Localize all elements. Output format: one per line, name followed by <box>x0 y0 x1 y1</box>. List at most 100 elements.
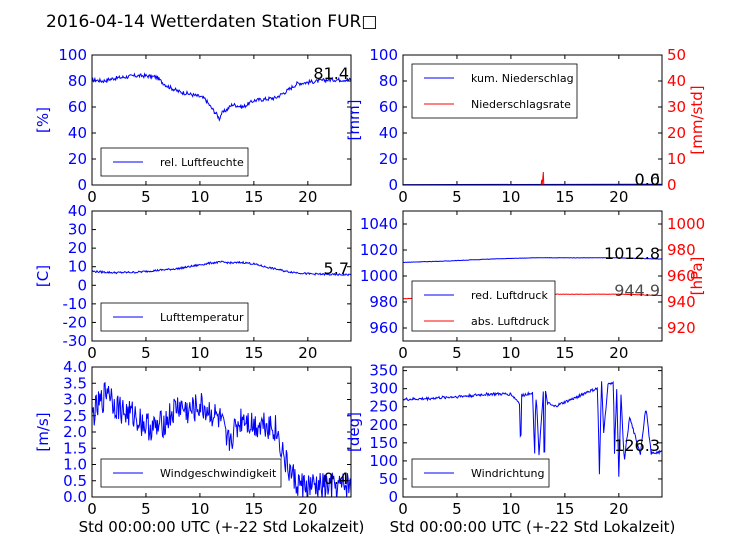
y-tick-label: -20 <box>63 313 88 331</box>
x-tick-label: 10 <box>501 188 520 206</box>
y-tick-label: 200 <box>369 416 398 434</box>
y-tick-label: 100 <box>369 452 398 470</box>
y2-tick-label: 940 <box>667 293 696 311</box>
y-tick-label: 3.0 <box>63 391 87 409</box>
x-tick-label: 0 <box>398 188 408 206</box>
y-tick-label: 1.5 <box>63 439 87 457</box>
y-tick-label: 0.5 <box>63 472 87 490</box>
plot-frame <box>91 210 352 342</box>
y-tick-label: 2.0 <box>63 423 87 441</box>
y-tick-label: -10 <box>63 295 88 313</box>
y2-tick-label: 960 <box>667 267 696 285</box>
chart-p4: 0 5 10 15 20 960 980 1000 1020 1040 920 940 960 980 10… <box>360 210 706 362</box>
y-tick-label: 10 <box>68 258 87 276</box>
x-tick-label: 5 <box>141 344 151 362</box>
chart-p1: 0 5 10 15 20 0 20 40 60 80 100 [%] rel. Luftfeuchte 8… <box>34 46 352 206</box>
x-tick-label: 5 <box>452 500 462 518</box>
y2-axis-label: [hPa] <box>688 257 706 296</box>
x-tick-label: 10 <box>190 188 209 206</box>
y-tick-label: 960 <box>369 319 398 337</box>
x-tick-label: 20 <box>609 188 628 206</box>
y-tick-label: 0 <box>388 488 398 506</box>
legend-label: abs. Luftdruck <box>471 315 550 328</box>
last-value-label: 81.4 <box>313 64 349 83</box>
y-tick-label: 20 <box>379 150 398 168</box>
y-tick-label: 80 <box>379 72 398 90</box>
last-value2-label: 944.9 <box>614 281 660 300</box>
y-tick-label: 0 <box>77 276 87 294</box>
y2-tick-label: 0 <box>667 176 677 194</box>
x-tick-label: 5 <box>141 500 151 518</box>
legend-label: Windgeschwindigkeit <box>160 467 277 480</box>
y-axis-label: [%] <box>34 107 52 133</box>
series-line <box>403 257 662 264</box>
y2-axis-label: [mm/std] <box>688 85 706 154</box>
plot-frame <box>402 366 663 498</box>
chart-p5: 0 5 10 15 20 0.00.51.01.52.02.53.03.54.0 [m/s]… <box>34 358 364 536</box>
y-tick-label: 2.5 <box>63 407 87 425</box>
last-value-label: 5.7 <box>324 259 349 278</box>
x-tick-label: 15 <box>555 188 574 206</box>
y-tick-label: 60 <box>68 98 87 116</box>
x-tick-label: 20 <box>298 344 317 362</box>
y-tick-label: 150 <box>369 434 398 452</box>
y2-tick-label: 50 <box>667 46 686 64</box>
y2-tick-label: 920 <box>667 319 696 337</box>
y2-tick-label: 30 <box>667 98 686 116</box>
y-axis-label: [deg] <box>345 412 363 452</box>
x-tick-label: 15 <box>244 344 263 362</box>
x-tick-label: 0 <box>87 344 97 362</box>
x-tick-label: 15 <box>244 188 263 206</box>
x-tick-label: 0 <box>398 344 408 362</box>
y-tick-label: 60 <box>379 98 398 116</box>
legend-label: kum. Niederschlag <box>471 72 574 85</box>
last-value2-label: 0.6 <box>635 170 660 189</box>
y2-tick-label: 1000 <box>667 215 705 233</box>
y-tick-label: 350 <box>369 362 398 380</box>
x-tick-label: 20 <box>609 500 628 518</box>
y2-tick-label: 40 <box>667 72 686 90</box>
y-tick-label: 0 <box>388 176 398 194</box>
y-tick-label: 300 <box>369 380 398 398</box>
y-tick-label: 30 <box>68 221 87 239</box>
y-tick-label: 20 <box>68 150 87 168</box>
y-tick-label: 3.5 <box>63 374 87 392</box>
plot-frame <box>402 54 663 186</box>
y-tick-label: 40 <box>379 124 398 142</box>
legend-label: Lufttemperatur <box>160 311 244 324</box>
y-tick-label: -30 <box>63 332 88 350</box>
y-tick-label: 4.0 <box>63 358 87 376</box>
legend-label: red. Luftdruck <box>471 289 548 302</box>
y-tick-label: 40 <box>68 202 87 220</box>
last-value-label: 0.0 <box>635 170 660 189</box>
series-line <box>403 171 662 185</box>
x-tick-label: 5 <box>141 188 151 206</box>
last-value-label: 0.4 <box>324 469 349 488</box>
y-tick-label: 0 <box>77 176 87 194</box>
plot-frame <box>91 366 352 498</box>
plot-frame <box>91 54 352 186</box>
y2-tick-label: 980 <box>667 241 696 259</box>
x-axis-label: Std 00:00:00 UTC (+-22 Std Lokalzeit) <box>390 518 676 536</box>
last-value-label: 1012.8 <box>604 244 660 263</box>
y2-tick-label: 20 <box>667 124 686 142</box>
x-tick-label: 20 <box>298 188 317 206</box>
x-tick-label: 15 <box>555 500 574 518</box>
series-line <box>92 381 351 497</box>
legend-box <box>411 63 578 119</box>
y-tick-label: 1.0 <box>63 456 87 474</box>
x-tick-label: 10 <box>190 344 209 362</box>
y-tick-label: 100 <box>58 46 87 64</box>
x-tick-label: 15 <box>244 500 263 518</box>
y-axis-label: [mm] <box>345 100 363 141</box>
x-axis-label: Std 00:00:00 UTC (+-22 Std Lokalzeit) <box>79 518 365 536</box>
series-line <box>92 72 351 122</box>
y2-tick-label: 10 <box>667 150 686 168</box>
legend-label: Windrichtung <box>471 467 544 480</box>
x-tick-label: 10 <box>190 500 209 518</box>
last-value-label: 126.3 <box>614 436 660 455</box>
legend-box <box>411 280 556 332</box>
y-tick-label: 250 <box>369 398 398 416</box>
